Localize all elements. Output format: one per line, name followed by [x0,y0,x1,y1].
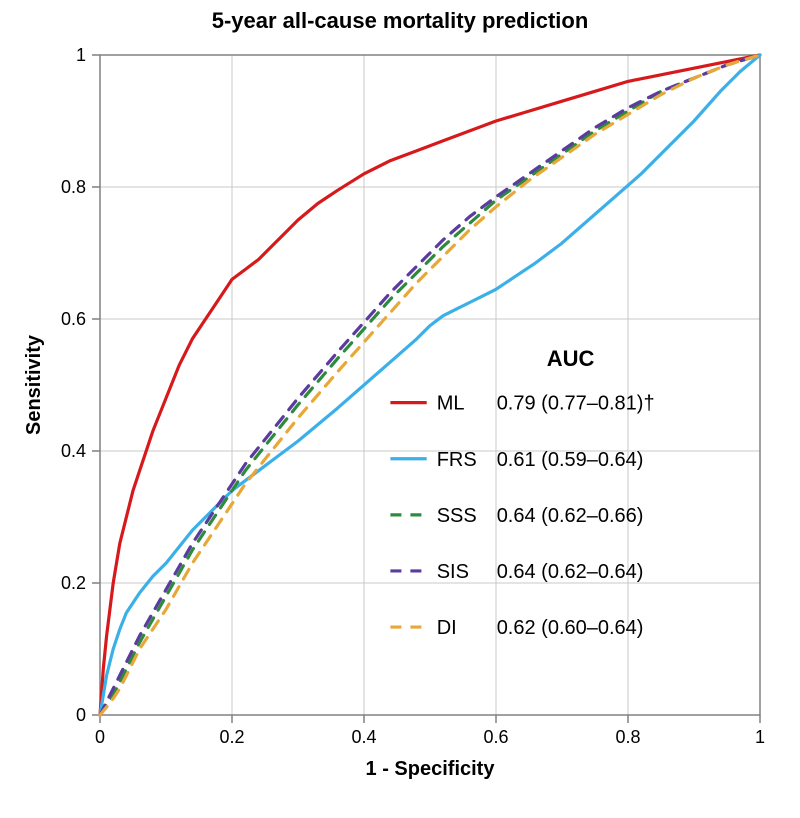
x-tick-label: 1 [755,727,765,747]
legend-auc: 0.79 (0.77–0.81)† [497,393,655,415]
y-tick-label: 0.6 [61,309,86,329]
legend-label: SIS [437,561,469,583]
legend-label: ML [437,393,465,415]
legend-auc: 0.64 (0.62–0.64) [497,561,644,583]
chart-title: 5-year all-cause mortality prediction [0,8,800,34]
y-tick-label: 0.8 [61,177,86,197]
legend-label: FRS [437,449,477,471]
y-axis-label: Sensitivity [23,334,45,435]
legend-auc: 0.62 (0.60–0.64) [497,617,644,639]
legend-auc: 0.64 (0.62–0.66) [497,505,644,527]
x-tick-label: 0 [95,727,105,747]
y-tick-label: 0 [76,705,86,725]
x-tick-label: 0.8 [615,727,640,747]
chart-svg: 0 0.2 0.4 0.6 0.8 1 0 0.2 0.4 0.6 0.8 1 1 - Specific… [0,0,800,818]
legend-label: DI [437,617,457,639]
legend-auc: 0.61 (0.59–0.64) [497,449,644,471]
y-tick-label: 1 [76,45,86,65]
x-tick-label: 0.6 [483,727,508,747]
y-tick-label: 0.2 [61,573,86,593]
y-tick-label: 0.4 [61,441,86,461]
x-tick-label: 0.4 [351,727,376,747]
legend-label: SSS [437,505,477,527]
legend-header: AUC [547,346,595,371]
x-tick-label: 0.2 [219,727,244,747]
x-axis-label: 1 - Specificity [366,758,496,780]
roc-chart: 5-year all-cause mortality prediction 00… [0,0,800,818]
